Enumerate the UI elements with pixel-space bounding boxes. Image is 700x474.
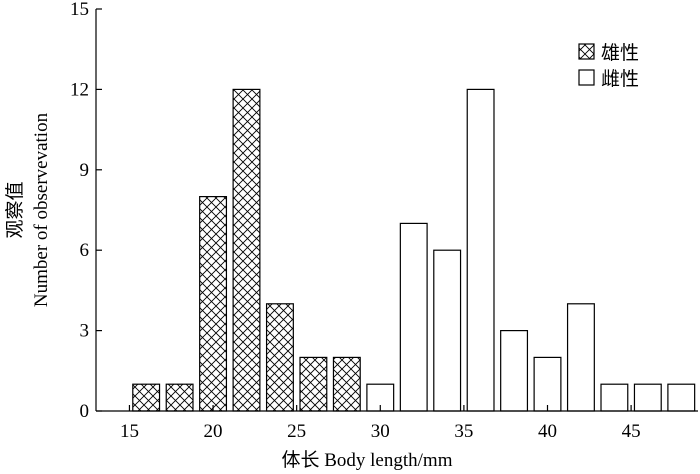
female-bar-6 [566, 303, 595, 412]
male-bar-4 [265, 303, 294, 412]
female-bar-4 [500, 330, 529, 412]
male-bar-5 [299, 356, 328, 412]
axes [95, 9, 698, 412]
y-tick-label-4: 12 [70, 79, 89, 100]
x-tick-label-0: 15 [120, 421, 139, 442]
legend-label-female: 雌性 [601, 68, 639, 90]
y-tick-label-1: 3 [80, 321, 90, 342]
y-tick-label-5: 15 [70, 0, 89, 20]
y-axis-title-en: Number of observevation [31, 112, 52, 307]
x-tick-label-5: 40 [538, 421, 557, 442]
male-bar-1 [165, 383, 194, 412]
y-tick-label-0: 0 [80, 401, 90, 422]
x-tick-label-1: 20 [204, 421, 223, 442]
female-bar-1 [399, 222, 428, 412]
x-tick-label-4: 35 [454, 421, 473, 442]
y-tick-label-2: 6 [80, 240, 90, 261]
x-tick-label-3: 30 [371, 421, 390, 442]
female-bar-8 [633, 383, 662, 412]
female-bar-2 [433, 249, 462, 412]
legend-swatch-male [578, 43, 595, 60]
x-tick-label-6: 45 [622, 421, 641, 442]
ticks-layer: 0 3 6 9 12 15 15 20 25 30 35 40 45 [70, 0, 641, 442]
female-bar-9 [667, 383, 696, 412]
legend-swatch-female [578, 69, 595, 86]
male-bar-2 [199, 196, 228, 412]
y-tick-label-3: 9 [80, 160, 90, 181]
x-tick-label-2: 25 [287, 421, 306, 442]
y-axis-title-zh: 观察值 [4, 181, 26, 238]
male-bar-0 [132, 383, 161, 412]
x-axis-title: 体长 Body length/mm [281, 449, 452, 471]
female-bar-5 [533, 356, 562, 412]
bars-layer [132, 88, 696, 412]
female-bar-3 [466, 88, 495, 412]
female-bar-7 [600, 383, 629, 412]
male-bar-6 [332, 356, 361, 412]
male-bar-3 [232, 88, 261, 412]
legend-label-male: 雄性 [601, 42, 639, 64]
legend: 雄性 雌性 [578, 42, 639, 90]
